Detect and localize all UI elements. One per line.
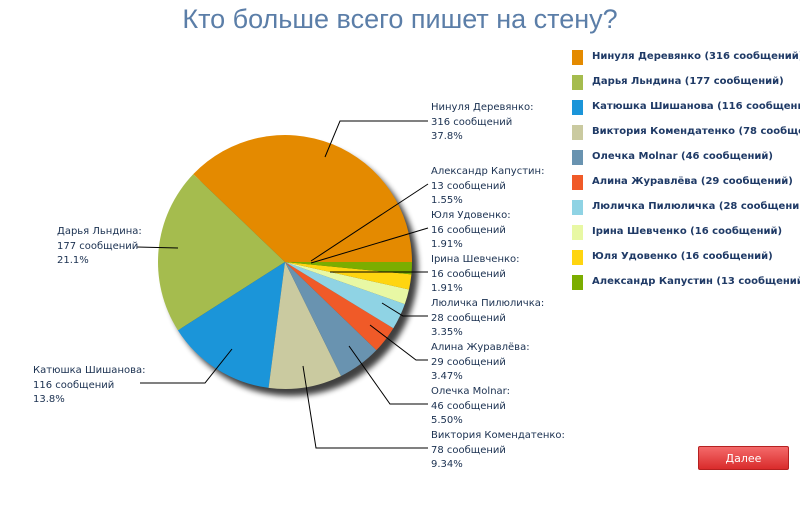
data-label-value: 46 сообщений — [431, 400, 506, 412]
data-label-name: Олечка Molnar: — [431, 386, 510, 397]
leader-line — [324, 120, 428, 158]
legend-swatch — [572, 100, 583, 115]
data-label: Катюшка Шишанова: 116 сообщений 13.8% — [33, 364, 146, 408]
data-label-percent: 9.34% — [431, 459, 463, 471]
data-label-name: Александр Капустин: — [431, 166, 545, 177]
data-label-percent: 3.35% — [431, 327, 463, 339]
legend-item[interactable]: Дарья Льндина (177 сообщений) — [572, 75, 800, 100]
legend-item[interactable]: Алина Журавлёва (29 сообщений) — [572, 175, 800, 200]
legend-swatch — [572, 200, 583, 215]
data-label: Дарья Льндина: 177 сообщений 21.1% — [57, 225, 142, 269]
legend-label: Алина Журавлёва (29 сообщений) — [592, 176, 793, 187]
leader-line — [348, 345, 428, 405]
pie-slice[interactable] — [285, 262, 412, 290]
leader-line — [310, 183, 429, 262]
data-label-name: Ірина Шевченко: — [431, 254, 520, 265]
legend-label: Олечка Molnar (46 сообщений) — [592, 151, 773, 162]
legend-label: Нинуля Деревянко (316 сообщений) — [592, 51, 800, 62]
legend: Нинуля Деревянко (316 сообщений) Дарья Ль… — [572, 50, 800, 300]
legend-item[interactable]: Александр Капустин (13 сообщений) — [572, 275, 800, 300]
legend-item[interactable]: Катюшка Шишанова (116 сообщений) — [572, 100, 800, 125]
legend-label: Александр Капустин (13 сообщений) — [592, 276, 800, 287]
pie-slice[interactable] — [285, 262, 394, 351]
legend-swatch — [572, 75, 583, 90]
data-label: Нинуля Деревянко: 316 сообщений 37.8% — [431, 101, 534, 145]
legend-label: Дарья Льндина (177 сообщений) — [592, 76, 784, 87]
next-button[interactable]: Далее — [698, 446, 789, 470]
data-label-value: 29 сообщений — [431, 356, 506, 368]
data-label-name: Виктория Комендатенко: — [431, 430, 565, 441]
data-label-percent: 13.8% — [33, 394, 65, 406]
data-label-percent: 1.91% — [431, 239, 463, 251]
legend-swatch — [572, 250, 583, 265]
legend-swatch — [572, 275, 583, 290]
leader-line — [369, 324, 428, 361]
data-label-name: Алина Журавлёва: — [431, 342, 530, 353]
data-label-percent: 21.1% — [57, 255, 89, 267]
legend-swatch — [572, 175, 583, 190]
data-label: Алина Журавлёва: 29 сообщений 3.47% — [431, 341, 530, 385]
legend-label: Виктория Комендатенко (78 сообщений) — [592, 126, 800, 137]
legend-item[interactable]: Виктория Комендатенко (78 сообщений) — [572, 125, 800, 150]
legend-item[interactable]: Олечка Molnar (46 сообщений) — [572, 150, 800, 175]
pie-slice[interactable] — [285, 262, 412, 275]
pie-slice[interactable] — [285, 262, 409, 305]
data-label: Александр Капустин: 13 сообщений 1.55% — [431, 165, 544, 209]
data-label-name: Дарья Льндина: — [57, 226, 142, 237]
data-label-percent: 37.8% — [431, 131, 463, 143]
data-label-name: Катюшка Шишанова: — [33, 365, 146, 376]
leader-line — [310, 227, 429, 264]
data-label-value: 16 сообщений — [431, 268, 506, 280]
legend-item[interactable]: Нинуля Деревянко (316 сообщений) — [572, 50, 800, 75]
data-label: Юля Удовенко: 16 сообщений 1.91% — [431, 209, 511, 253]
chart-title: Кто больше всего пишет на стену? — [182, 4, 618, 34]
data-label-value: 13 сообщений — [431, 180, 506, 192]
pie-slice[interactable] — [158, 174, 285, 331]
legend-item[interactable]: Юля Удовенко (16 сообщений) — [572, 250, 800, 275]
legend-item[interactable]: Ірина Шевченко (16 сообщений) — [572, 225, 800, 250]
leader-line — [302, 365, 428, 449]
pie-slice[interactable] — [268, 262, 342, 389]
leader-line — [140, 348, 233, 384]
data-label-value: 78 сообщений — [431, 444, 506, 456]
data-label-value: 116 сообщений — [33, 379, 115, 391]
data-label-value: 16 сообщений — [431, 224, 506, 236]
data-label-percent: 5.50% — [431, 415, 463, 427]
legend-label: Юля Удовенко (16 сообщений) — [592, 251, 773, 262]
data-label: Виктория Комендатенко: 78 сообщений 9.34% — [431, 429, 565, 473]
pie-slice[interactable] — [285, 262, 405, 329]
data-label-value: 28 сообщений — [431, 312, 506, 324]
data-label-percent: 1.91% — [431, 283, 463, 295]
data-label-value: 177 сообщений — [57, 240, 139, 252]
legend-item[interactable]: Люличка Пилюличка (28 сообщений) — [572, 200, 800, 225]
data-label-name: Нинуля Деревянко: — [431, 102, 534, 113]
data-label-percent: 3.47% — [431, 371, 463, 383]
data-label-name: Люличка Пилюличка: — [431, 298, 545, 309]
legend-label: Ірина Шевченко (16 сообщений) — [592, 226, 783, 237]
data-label-name: Юля Удовенко: — [431, 210, 511, 221]
pie-slice[interactable] — [285, 262, 377, 376]
legend-label: Катюшка Шишанова (116 сообщений) — [592, 101, 800, 112]
leader-line — [381, 302, 428, 317]
data-label-value: 316 сообщений — [431, 116, 513, 128]
data-label: Люличка Пилюличка: 28 сообщений 3.35% — [431, 297, 544, 341]
data-label-percent: 1.55% — [431, 195, 463, 207]
data-label: Ірина Шевченко: 16 сообщений 1.91% — [431, 253, 520, 297]
legend-swatch — [572, 125, 583, 140]
legend-swatch — [572, 225, 583, 240]
legend-label: Люличка Пилюличка (28 сообщений) — [592, 201, 800, 212]
data-label: Олечка Molnar: 46 сообщений 5.50% — [431, 385, 510, 429]
pie-slice[interactable] — [177, 262, 285, 388]
leader-line — [136, 246, 179, 249]
legend-swatch — [572, 50, 583, 65]
legend-swatch — [572, 150, 583, 165]
